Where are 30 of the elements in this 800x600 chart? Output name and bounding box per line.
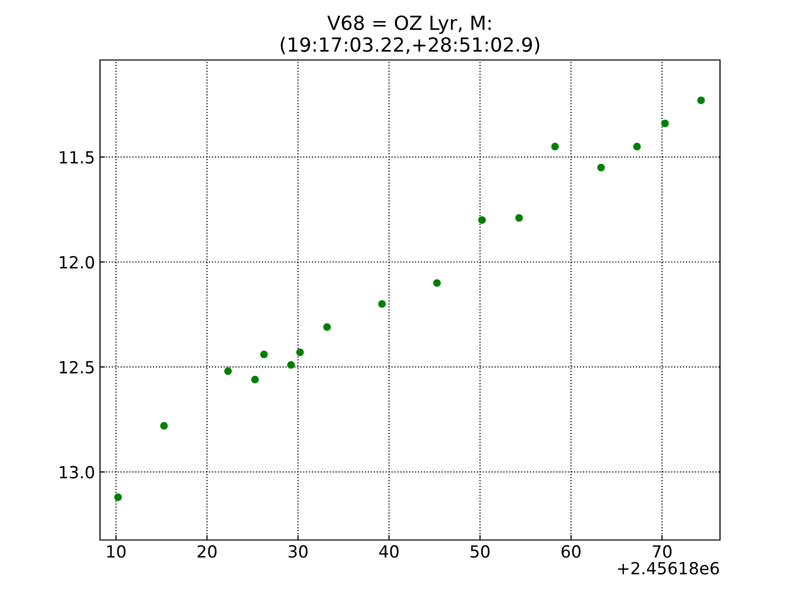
point (260, 350, 268, 358)
point (251, 376, 259, 384)
point (633, 142, 641, 150)
y-tick-label: 12.0 (60, 256, 94, 269)
point (597, 164, 605, 172)
x-tick-label: 20 (198, 545, 217, 558)
y-tick-label: 11.5 (60, 151, 94, 164)
x-tick-label: 50 (470, 545, 490, 558)
x-tick-label: 30 (288, 545, 308, 558)
text: +2.45618e6 (618, 562, 719, 574)
point (160, 422, 168, 430)
point (661, 120, 669, 128)
x-tick-label: 10 (107, 545, 126, 558)
point (323, 323, 331, 331)
point (551, 142, 559, 150)
y-tick-label: 12.5 (60, 360, 94, 374)
x-tick-label: 60 (562, 545, 581, 558)
chart-title: V68 = OZ Lyr, M: (19:17:03.22,+28:51:02.9) (280, 15, 540, 54)
point (224, 367, 232, 375)
point (296, 348, 304, 356)
x-tick-label: 70 (652, 545, 672, 558)
x-tick-label: 40 (379, 545, 399, 558)
y-tick-label: 13.0 (60, 466, 94, 479)
point (433, 279, 441, 287)
point (287, 361, 295, 369)
point (697, 96, 705, 104)
point (378, 300, 386, 308)
point (114, 493, 122, 501)
point (478, 216, 486, 224)
point (515, 214, 523, 222)
